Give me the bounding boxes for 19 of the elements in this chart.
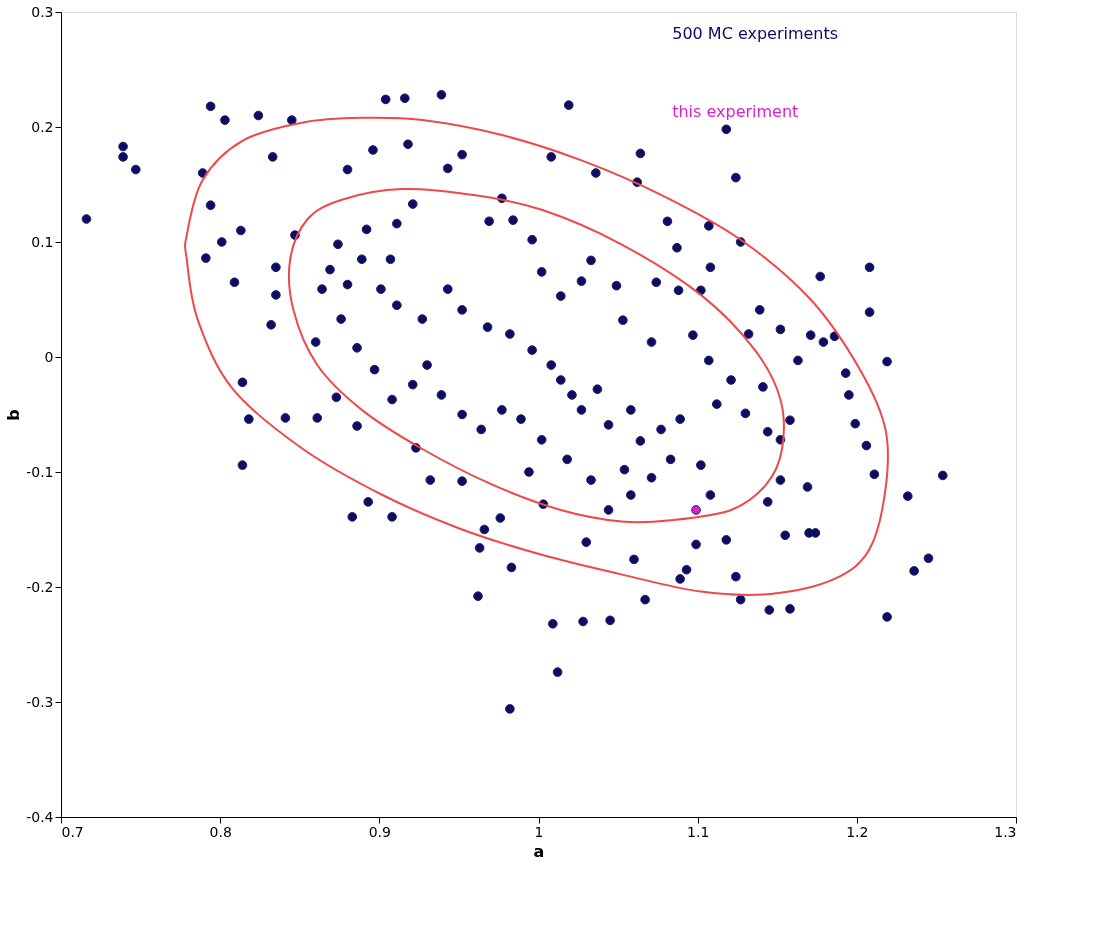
x-tick-label: 1.1 xyxy=(687,823,710,840)
y-tick-label: 0.2 xyxy=(31,118,54,135)
y-tick-label: -0.3 xyxy=(26,693,54,710)
x-tick-label: 1.3 xyxy=(994,823,1017,840)
x-tick-label: 0.8 xyxy=(209,823,232,840)
x-axis-title: a xyxy=(533,841,545,861)
y-axis-title: b xyxy=(4,409,24,421)
y-tick-label: 0 xyxy=(44,348,54,365)
x-tick-label: 1 xyxy=(534,823,544,840)
y-tick-label: -0.2 xyxy=(26,578,54,595)
text: 500 MC experiments xyxy=(672,24,839,43)
y-tick-label: -0.1 xyxy=(26,463,54,480)
y-tick-label: 0.1 xyxy=(31,233,54,250)
x-tick-label: 1.2 xyxy=(846,823,869,840)
y-tick-label: -0.4 xyxy=(26,808,54,825)
x-tick-label: 0.9 xyxy=(368,823,391,840)
text: this experiment xyxy=(672,102,799,121)
x-tick-label: 0.7 xyxy=(61,823,84,840)
y-tick-label: 0.3 xyxy=(31,3,54,20)
